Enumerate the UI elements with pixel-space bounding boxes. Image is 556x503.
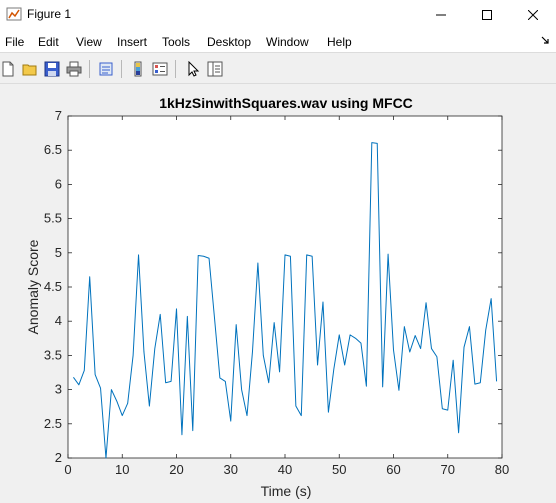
y-tick-label: 2 xyxy=(55,450,62,465)
colorbar-button[interactable] xyxy=(128,59,148,79)
menu-view[interactable]: View xyxy=(76,35,102,49)
print-preview-icon xyxy=(99,62,113,76)
maximize-button[interactable] xyxy=(464,0,510,30)
menu-edit[interactable]: Edit xyxy=(38,35,59,49)
minimize-icon xyxy=(436,14,446,16)
x-tick-label: 30 xyxy=(224,462,238,477)
y-tick-label: 2.5 xyxy=(44,416,62,431)
printer-icon xyxy=(66,61,82,77)
toolbar xyxy=(0,52,556,84)
y-tick-label: 3 xyxy=(55,382,62,397)
new-file-icon xyxy=(2,61,14,77)
y-tick-label: 5 xyxy=(55,245,62,260)
legend-button[interactable] xyxy=(150,59,170,79)
folder-icon xyxy=(22,64,37,76)
x-tick-label: 70 xyxy=(441,462,455,477)
y-tick-label: 6 xyxy=(55,176,62,191)
menu-help[interactable]: Help xyxy=(327,35,352,49)
menu-tools[interactable]: Tools xyxy=(162,35,191,49)
pointer-button[interactable] xyxy=(183,59,203,79)
save-icon xyxy=(44,61,60,77)
y-tick-label: 5.5 xyxy=(44,211,62,226)
maximize-icon xyxy=(482,10,492,20)
plot-area xyxy=(67,115,503,459)
toolbar-separator xyxy=(89,60,90,78)
print-preview-button[interactable] xyxy=(96,59,116,79)
legend-icon xyxy=(152,62,168,76)
y-axis-label: Anomaly Score xyxy=(25,239,41,334)
x-tick-label: 80 xyxy=(495,462,509,477)
chart: 1kHzSinwithSquares.wav using MFCC 0 10 20 3… xyxy=(25,95,509,499)
series-group xyxy=(73,142,498,459)
window-title: Figure 1 xyxy=(27,7,72,21)
y-tick-label: 6.5 xyxy=(44,142,62,157)
menu-file[interactable]: File xyxy=(5,35,25,49)
new-figure-button[interactable] xyxy=(0,59,18,79)
x-tick-label: 60 xyxy=(386,462,400,477)
colorbar-icon xyxy=(134,61,142,77)
axis-ticks: 0 10 20 30 40 50 60 70 80 2 2.5 3 3.5 4 4.5 5 5.5 6 6.5 7 xyxy=(44,108,509,477)
toolbar-separator xyxy=(121,60,122,78)
title-bar: Figure 1 xyxy=(0,0,556,30)
minimize-button[interactable] xyxy=(418,0,464,30)
x-axis-label: Time (s) xyxy=(261,483,312,499)
print-button[interactable] xyxy=(64,59,84,79)
close-icon xyxy=(528,10,538,20)
chart-title: 1kHzSinwithSquares.wav using MFCC xyxy=(159,95,413,111)
series-line xyxy=(73,142,498,459)
close-button[interactable] xyxy=(510,0,556,30)
menu-bar: File Edit View Insert Tools Desktop Wind… xyxy=(0,30,556,52)
property-editor-icon xyxy=(207,61,223,77)
menu-window[interactable]: Window xyxy=(266,35,309,49)
x-tick-label: 0 xyxy=(64,462,71,477)
dock-arrow-icon[interactable] xyxy=(540,35,550,45)
pointer-icon xyxy=(188,61,200,77)
property-editor-button[interactable] xyxy=(205,59,225,79)
x-tick-label: 40 xyxy=(278,462,292,477)
y-tick-label: 7 xyxy=(55,108,62,123)
x-tick-label: 50 xyxy=(332,462,346,477)
toolbar-separator xyxy=(175,60,176,78)
x-tick-label: 10 xyxy=(115,462,129,477)
menu-desktop[interactable]: Desktop xyxy=(207,35,252,49)
matlab-figure-icon xyxy=(6,7,22,21)
x-tick-label: 20 xyxy=(169,462,183,477)
save-button[interactable] xyxy=(42,59,62,79)
y-tick-label: 3.5 xyxy=(44,347,62,362)
y-tick-label: 4.5 xyxy=(44,279,62,294)
open-file-button[interactable] xyxy=(20,59,40,79)
y-tick-label: 4 xyxy=(55,313,62,328)
menu-insert[interactable]: Insert xyxy=(117,35,148,49)
